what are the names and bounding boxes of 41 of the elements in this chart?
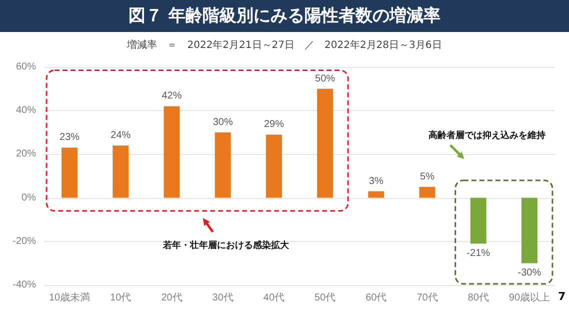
bar [368, 191, 384, 198]
bar [419, 186, 436, 198]
data-label: -30% [518, 268, 542, 279]
bar [470, 198, 486, 244]
data-label: -21% [466, 248, 490, 260]
y-tick-label: 40% [16, 105, 36, 116]
data-label: 24% [110, 130, 131, 141]
y-tick-label: 0% [22, 192, 36, 204]
x-tick-label: 60代 [366, 292, 387, 304]
bar [62, 148, 78, 198]
y-tick-label: -40% [12, 280, 36, 290]
chart-subtitle: 増減率 ＝ 2022年2月21日～27日 ／ 2022年2月28日～3月6日 [126, 38, 443, 52]
bar [521, 198, 538, 264]
x-tick-label: 10代 [110, 292, 132, 304]
x-tick-label: 10歳未満 [48, 292, 90, 304]
x-tick-label: 20代 [161, 292, 182, 304]
data-label: 29% [264, 119, 284, 130]
x-tick-label: 90歳以上 [508, 292, 550, 304]
data-label: 42% [162, 90, 182, 102]
x-tick-label: 70代 [416, 292, 438, 304]
annotation: 若年・壮年層における感染拡大 [162, 239, 289, 252]
data-label: 50% [315, 73, 336, 84]
x-tick-label: 50代 [314, 292, 336, 304]
x-tick-label: 80代 [468, 292, 489, 304]
data-label: 3% [368, 176, 384, 187]
data-label: 30% [212, 116, 233, 128]
chart-title: 図７ 年齢階級別にみる陽性者数の増減率 [0, 0, 569, 32]
data-label: 5% [420, 171, 435, 182]
bar [112, 145, 129, 198]
bar [266, 134, 282, 198]
x-tick-label: 40代 [263, 292, 285, 304]
y-tick-label: 60% [16, 62, 36, 72]
x-tick-label: 30代 [212, 292, 234, 304]
bar [164, 106, 180, 198]
bar [214, 132, 231, 198]
y-tick-label: -20% [12, 236, 36, 247]
data-label: 23% [60, 132, 80, 144]
bar [317, 88, 334, 198]
y-tick-label: 20% [16, 148, 36, 160]
text: 7 [558, 290, 566, 303]
annotation: 高齢者層では抑え込みを維持 [428, 129, 546, 142]
